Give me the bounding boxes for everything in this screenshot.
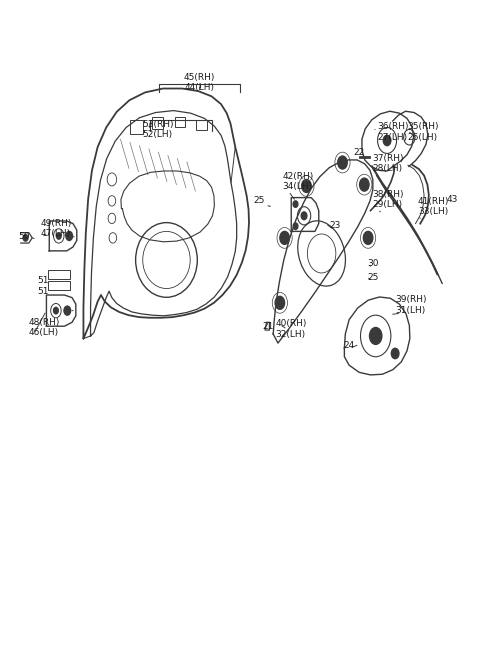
Text: 40(RH)
32(LH): 40(RH) 32(LH)	[276, 320, 307, 339]
Bar	[48, 271, 70, 280]
Circle shape	[293, 223, 298, 229]
Text: 51: 51	[37, 288, 48, 296]
Text: 45(RH)
44(LH): 45(RH) 44(LH)	[184, 73, 216, 92]
Text: 25: 25	[367, 273, 379, 282]
Circle shape	[301, 179, 311, 193]
Circle shape	[275, 296, 285, 309]
Circle shape	[360, 178, 369, 191]
Text: 25: 25	[254, 196, 265, 206]
Circle shape	[384, 136, 391, 145]
Text: 21: 21	[263, 322, 274, 331]
Text: 37(RH)
28(LH): 37(RH) 28(LH)	[372, 154, 403, 173]
Text: 27(LH): 27(LH)	[378, 133, 408, 141]
Circle shape	[64, 306, 71, 315]
Circle shape	[301, 212, 307, 219]
Circle shape	[391, 348, 399, 359]
Text: 43: 43	[446, 195, 458, 204]
Bar	[152, 117, 163, 129]
Text: 38(RH)
29(LH): 38(RH) 29(LH)	[372, 190, 403, 210]
Text: 36(RH): 36(RH)	[378, 122, 409, 131]
Bar	[48, 281, 70, 290]
Text: 26(LH): 26(LH)	[408, 133, 438, 141]
Circle shape	[56, 233, 61, 239]
Text: 30: 30	[367, 259, 379, 268]
Bar	[175, 117, 185, 128]
Text: 49(RH)
47(LH): 49(RH) 47(LH)	[41, 219, 72, 238]
Circle shape	[66, 231, 72, 240]
Text: 23: 23	[329, 221, 341, 230]
Text: 42(RH)
34(LH): 42(RH) 34(LH)	[283, 172, 314, 191]
Text: 39(RH)
31(LH): 39(RH) 31(LH)	[396, 295, 427, 314]
Text: 50: 50	[18, 232, 29, 241]
Bar	[130, 120, 143, 134]
Circle shape	[293, 201, 298, 208]
Circle shape	[338, 156, 347, 169]
Text: 48(RH)
46(LH): 48(RH) 46(LH)	[29, 318, 60, 337]
Text: 53(RH)
52(LH): 53(RH) 52(LH)	[143, 120, 174, 139]
Circle shape	[370, 328, 382, 345]
Circle shape	[23, 234, 28, 241]
Circle shape	[54, 307, 58, 314]
Text: 22: 22	[353, 147, 364, 157]
Bar	[196, 120, 207, 130]
Text: 51: 51	[37, 276, 48, 286]
Text: 35(RH): 35(RH)	[408, 122, 439, 131]
Text: 41(RH)
33(LH): 41(RH) 33(LH)	[418, 196, 449, 215]
Circle shape	[280, 231, 289, 244]
Text: 24: 24	[343, 341, 355, 350]
Circle shape	[363, 231, 373, 244]
Circle shape	[362, 155, 366, 160]
